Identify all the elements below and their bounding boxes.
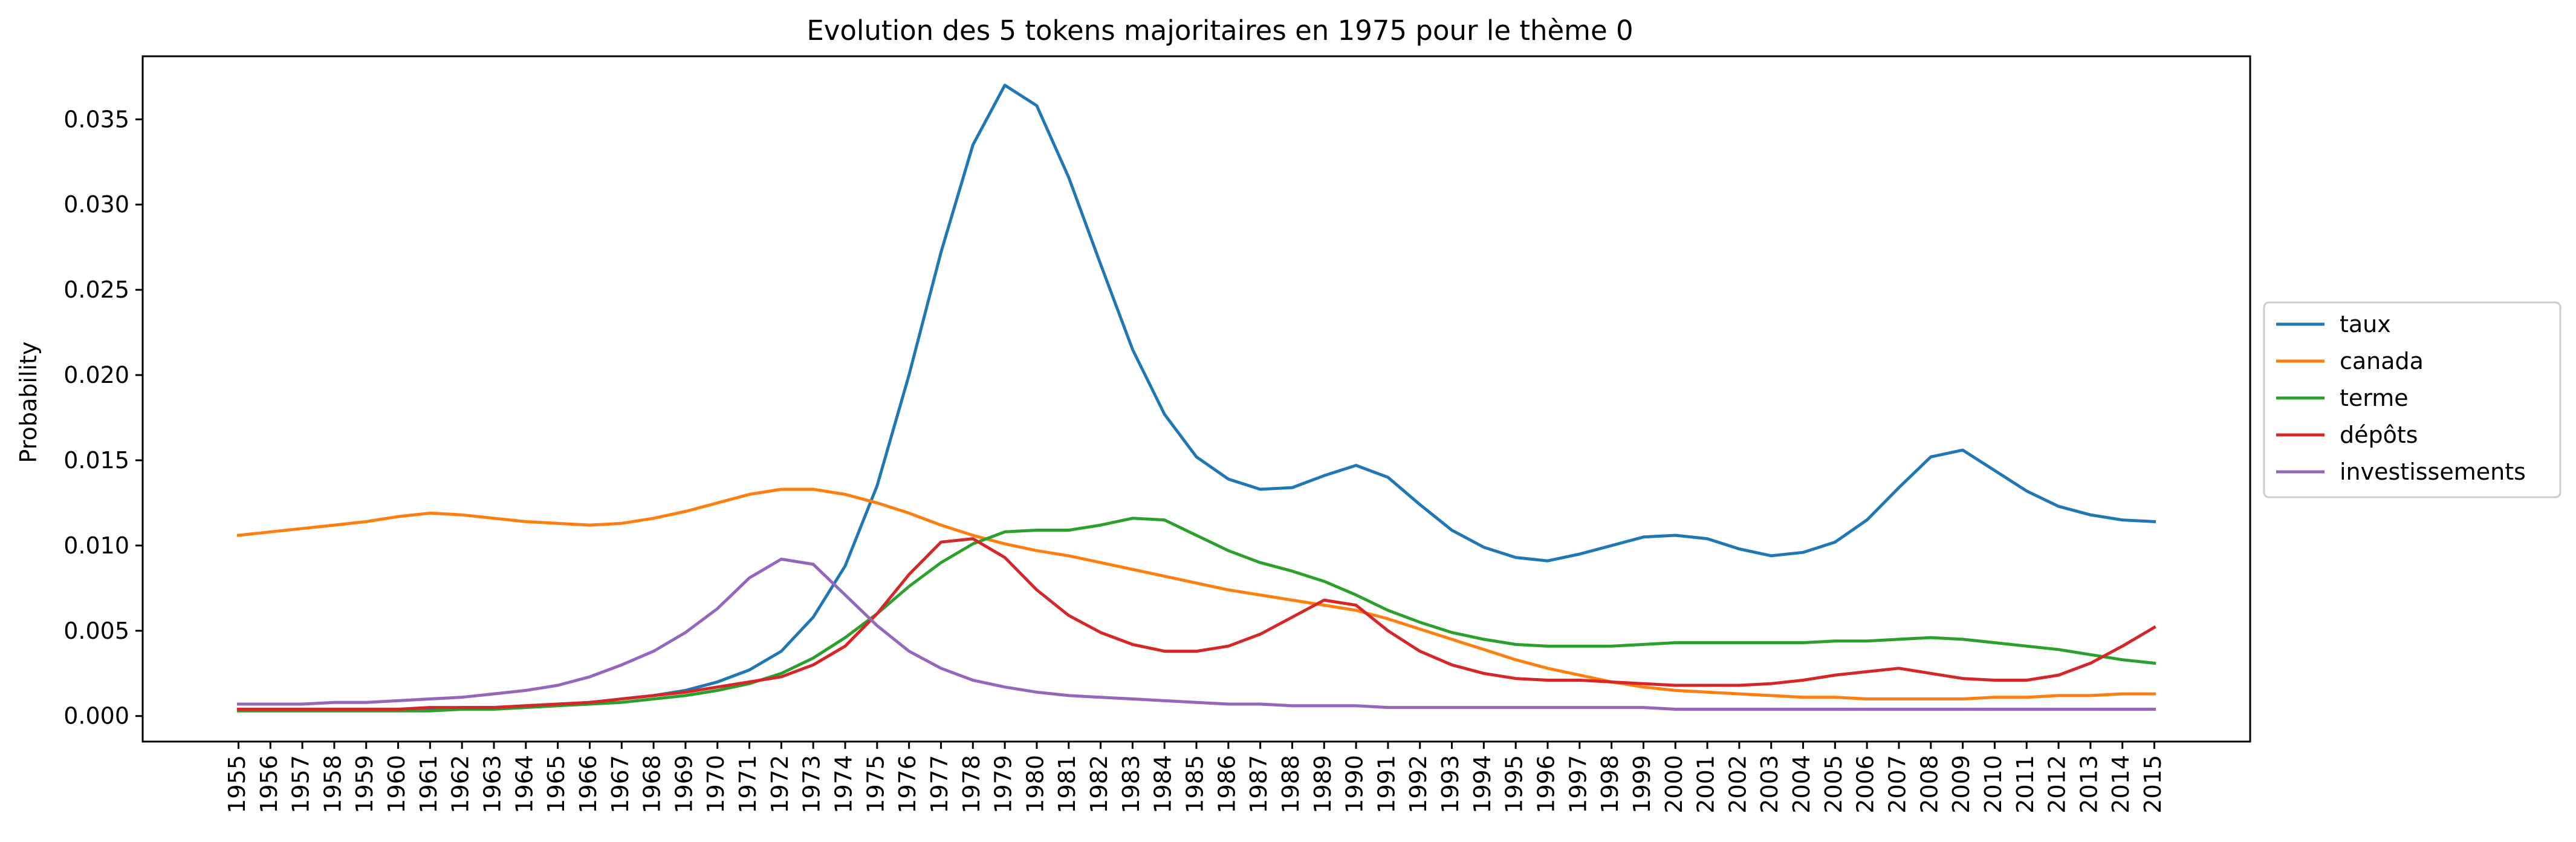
- y-tick-label: 0.015: [63, 447, 129, 474]
- y-axis-ticks: 0.000 0.005 0.010 0.015 0.020 0.025 0.030 0.035: [63, 106, 143, 729]
- x-tick-label: 1955: [224, 755, 250, 814]
- x-tick-label: 1967: [607, 755, 634, 814]
- x-tick-label: 2010: [1980, 755, 2007, 814]
- x-tick-label: 1989: [1309, 755, 1336, 814]
- y-tick-label: 0.035: [63, 106, 129, 132]
- x-tick-label: 1972: [767, 755, 793, 814]
- x-tick-label: 1961: [415, 755, 442, 814]
- x-tick-label: 2006: [1852, 755, 1879, 814]
- x-tick-label: 1986: [1213, 755, 1240, 814]
- x-tick-label: 1969: [670, 755, 697, 814]
- x-tick-label: 2014: [2107, 755, 2134, 814]
- series-line-4: [237, 557, 2156, 711]
- chart-title: Evolution des 5 tokens majoritaires en 1…: [806, 15, 1633, 47]
- x-tick-label: 1973: [799, 755, 825, 814]
- y-tick-label: 0.025: [63, 276, 129, 303]
- x-tick-label: 2007: [1884, 755, 1911, 814]
- x-tick-label: 1996: [1533, 755, 1560, 814]
- x-tick-label: 1975: [862, 755, 889, 814]
- x-tick-label: 1980: [1022, 755, 1048, 814]
- x-tick-label: 1956: [256, 755, 282, 814]
- x-tick-label: 2013: [2075, 755, 2102, 814]
- y-axis-label: Probability: [15, 342, 42, 463]
- x-tick-label: 1977: [926, 755, 953, 814]
- x-tick-label: 1982: [1086, 755, 1112, 814]
- x-tick-label: 2004: [1788, 755, 1815, 814]
- x-tick-label: 1960: [383, 755, 410, 814]
- x-tick-label: 1987: [1245, 755, 1272, 814]
- x-tick-label: 1958: [319, 755, 346, 814]
- x-tick-label: 2005: [1820, 755, 1847, 814]
- x-tick-label: 2001: [1693, 755, 1719, 814]
- x-tick-label: 1981: [1054, 755, 1080, 814]
- series-line-2: [237, 517, 2156, 713]
- y-tick-label: 0.005: [63, 618, 129, 644]
- x-tick-label: 1994: [1469, 755, 1496, 814]
- x-tick-label: 1992: [1405, 755, 1432, 814]
- series-line-1: [236, 488, 2156, 700]
- x-tick-label: 1966: [575, 755, 602, 814]
- x-axis-ticks: 1955 1956 1957 1958 1959 1960 1961 1962 1963 1964…: [224, 742, 2166, 814]
- x-tick-label: 1999: [1629, 755, 1655, 814]
- x-tick-label: 1970: [702, 755, 729, 814]
- x-tick-label: 2011: [2012, 755, 2039, 814]
- x-tick-label: 1963: [479, 755, 506, 814]
- x-tick-label: 1984: [1150, 755, 1176, 814]
- series-lines: [236, 83, 2156, 713]
- series-line-3: [237, 537, 2156, 711]
- x-tick-label: 2003: [1756, 755, 1783, 814]
- y-tick-label: 0.000: [63, 703, 129, 729]
- y-tick-label: 0.020: [63, 362, 129, 388]
- legend-label: terme: [2340, 385, 2409, 411]
- y-tick-label: 0.010: [63, 532, 129, 559]
- x-tick-label: 1971: [735, 755, 761, 814]
- x-tick-label: 1962: [447, 755, 474, 814]
- x-tick-label: 1997: [1565, 755, 1591, 814]
- x-tick-label: 1957: [288, 755, 314, 814]
- x-tick-label: 1985: [1182, 755, 1209, 814]
- x-tick-label: 1991: [1373, 755, 1400, 814]
- x-tick-label: 1974: [831, 755, 857, 814]
- x-tick-label: 2002: [1724, 755, 1751, 814]
- x-tick-label: 1976: [894, 755, 921, 814]
- x-tick-label: 2008: [1916, 755, 1942, 814]
- x-tick-label: 2015: [2140, 755, 2166, 814]
- x-tick-label: 1965: [543, 755, 569, 814]
- x-tick-label: 1998: [1597, 755, 1623, 814]
- x-tick-label: 1978: [958, 755, 985, 814]
- x-tick-label: 1993: [1437, 755, 1464, 814]
- x-tick-label: 1990: [1342, 755, 1368, 814]
- x-tick-label: 1979: [990, 755, 1017, 814]
- x-tick-label: 1968: [639, 755, 666, 814]
- plot-frame: [141, 55, 2251, 743]
- legend-label: taux: [2340, 311, 2391, 338]
- x-tick-label: 2012: [2044, 755, 2071, 814]
- legend: taux canada terme dépôts investissements: [2263, 301, 2561, 498]
- y-tick-label: 0.030: [63, 191, 129, 218]
- x-tick-label: 2009: [1948, 755, 1974, 814]
- x-tick-label: 1995: [1501, 755, 1528, 814]
- legend-label: dépôts: [2340, 422, 2418, 448]
- legend-label: investissements: [2340, 459, 2526, 485]
- x-tick-label: 1988: [1277, 755, 1304, 814]
- legend-box: [2263, 301, 2561, 498]
- x-tick-label: 1964: [511, 755, 537, 814]
- x-tick-label: 2000: [1661, 755, 1687, 814]
- x-tick-label: 1983: [1118, 755, 1144, 814]
- legend-label: canada: [2340, 348, 2424, 374]
- x-tick-label: 1959: [351, 755, 378, 814]
